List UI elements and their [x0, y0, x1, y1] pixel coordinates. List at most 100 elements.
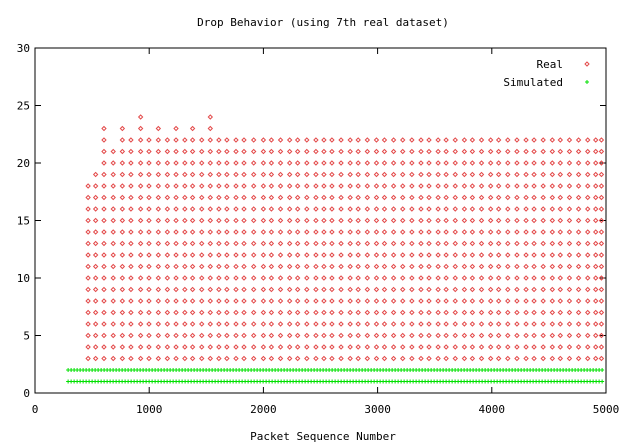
real-point	[469, 332, 476, 339]
real-point	[92, 217, 99, 224]
real-point	[146, 298, 152, 304]
real-point	[355, 148, 361, 155]
real-point	[233, 252, 239, 258]
real-point	[598, 344, 605, 350]
real-point	[487, 229, 494, 235]
real-point	[400, 355, 406, 362]
real-point	[400, 332, 406, 339]
real-point	[495, 183, 502, 189]
real-point	[540, 355, 546, 362]
real-point	[418, 332, 424, 339]
real-point	[110, 148, 116, 155]
real-point	[575, 309, 582, 316]
real-point	[321, 137, 327, 143]
real-point	[575, 321, 582, 327]
real-point	[250, 148, 257, 155]
real-point	[137, 206, 144, 212]
real-point	[487, 183, 494, 189]
real-point	[585, 263, 591, 270]
real-point	[286, 286, 293, 293]
real-point	[461, 194, 468, 201]
real-point	[329, 137, 335, 143]
real-point	[155, 229, 162, 235]
real-point	[304, 183, 310, 189]
real-point	[233, 137, 239, 143]
real-point	[514, 252, 520, 258]
real-point	[294, 355, 301, 362]
real-point	[452, 332, 458, 339]
real-point	[409, 137, 415, 143]
real-point	[101, 148, 107, 155]
real-point	[110, 275, 116, 281]
real-point	[598, 309, 605, 316]
real-point	[164, 286, 171, 293]
real-point	[593, 137, 599, 143]
real-point	[250, 263, 257, 270]
real-point	[182, 137, 188, 143]
real-point	[381, 148, 388, 155]
real-point	[381, 183, 388, 189]
real-point	[347, 194, 353, 201]
real-point	[531, 148, 537, 155]
real-point	[364, 344, 371, 350]
real-point	[137, 309, 144, 316]
real-point	[321, 206, 327, 212]
real-point	[207, 160, 214, 166]
real-point	[260, 332, 267, 339]
real-point	[182, 194, 188, 201]
real-point	[313, 194, 319, 201]
chart-title: Drop Behavior (using 7th real dataset)	[197, 16, 449, 29]
real-point	[260, 309, 267, 316]
real-point	[207, 148, 214, 155]
real-point	[338, 137, 344, 143]
real-point	[137, 355, 144, 362]
real-point	[557, 298, 564, 304]
real-point	[313, 148, 319, 155]
real-point	[207, 321, 214, 327]
real-point	[355, 355, 361, 362]
real-point	[294, 344, 301, 350]
real-point	[418, 160, 424, 166]
real-point	[418, 263, 424, 270]
real-point	[110, 217, 116, 224]
real-point	[549, 171, 556, 178]
real-point	[224, 160, 230, 166]
real-point	[199, 137, 205, 143]
real-point	[364, 263, 371, 270]
real-point	[329, 194, 335, 201]
real-point	[531, 252, 537, 258]
real-point	[566, 148, 573, 155]
real-point	[277, 217, 284, 224]
real-point	[469, 171, 476, 178]
real-point	[381, 240, 388, 247]
real-point	[495, 252, 502, 258]
real-point	[469, 275, 476, 281]
real-point	[557, 321, 564, 327]
real-point	[146, 309, 152, 316]
real-point	[182, 252, 188, 258]
real-point	[523, 240, 529, 247]
real-point	[92, 321, 99, 327]
real-point	[364, 355, 371, 362]
real-point	[478, 332, 485, 339]
real-point	[338, 275, 344, 281]
real-point	[390, 171, 397, 178]
real-point	[461, 321, 468, 327]
real-point	[164, 309, 171, 316]
real-point	[101, 263, 107, 270]
real-point	[304, 309, 310, 316]
real-point	[119, 263, 126, 270]
real-point	[294, 148, 301, 155]
real-point	[164, 183, 171, 189]
real-point	[531, 309, 537, 316]
real-point	[294, 332, 301, 339]
real-point	[452, 263, 458, 270]
real-point	[495, 332, 502, 339]
real-point	[585, 355, 591, 362]
real-point	[598, 298, 605, 304]
real-point	[338, 298, 344, 304]
real-point	[85, 252, 91, 258]
real-point	[189, 160, 196, 166]
real-point	[566, 252, 573, 258]
real-point	[549, 286, 556, 293]
